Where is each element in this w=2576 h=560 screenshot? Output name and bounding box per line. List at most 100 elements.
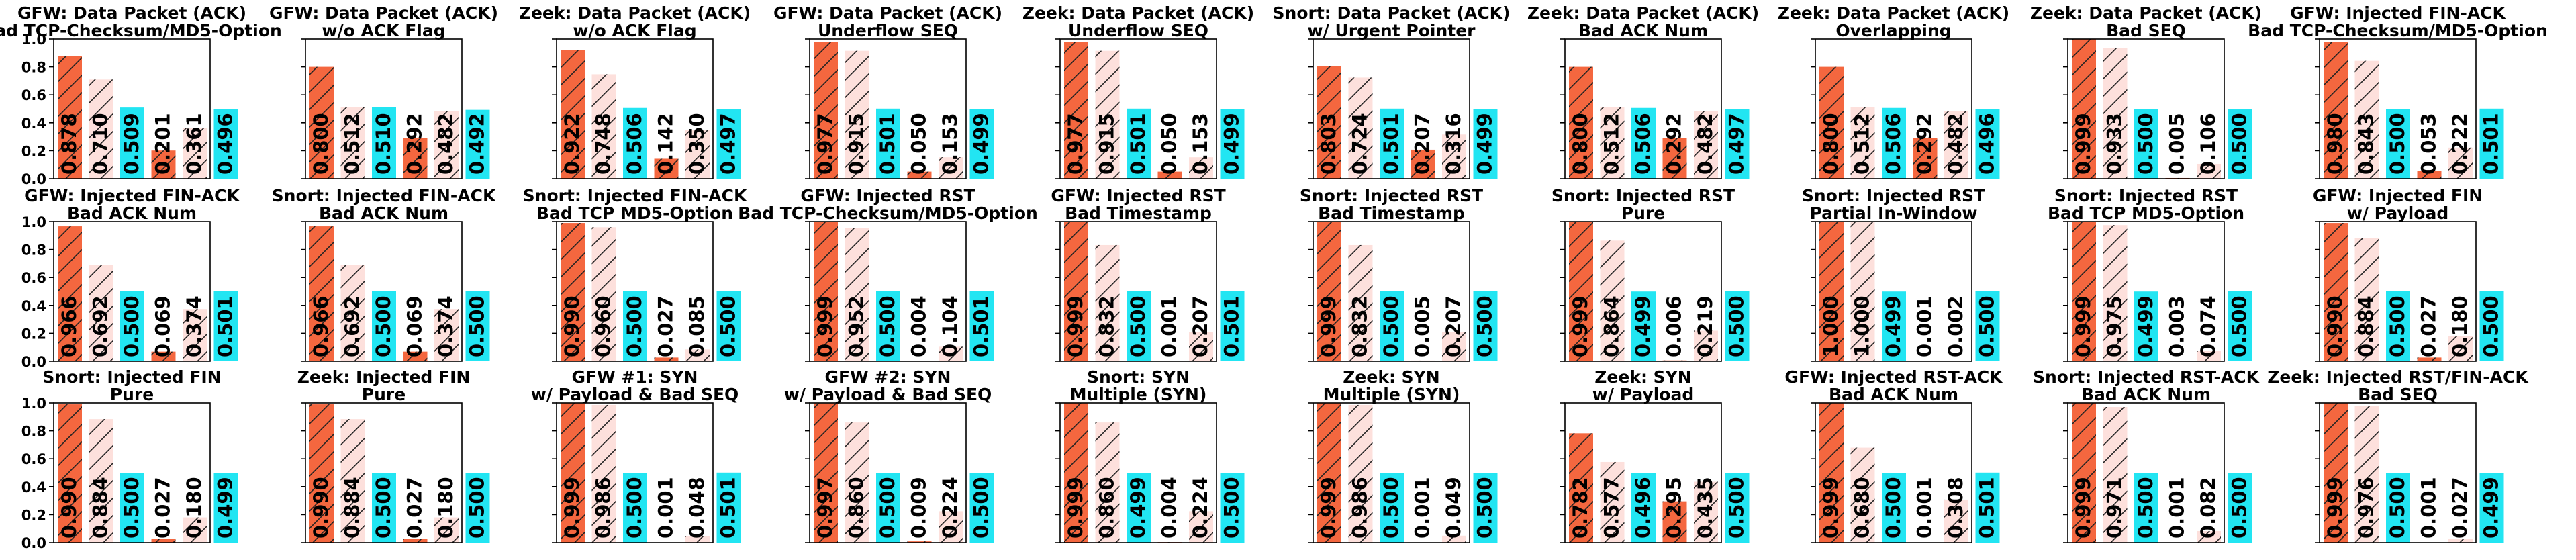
bar-hatch <box>403 539 428 543</box>
chart-subtitle: w/ Payload & Bad SEQ <box>531 385 739 404</box>
chart-panel: GFW: Data Packet (ACK)Underflow SEQ0.977… <box>773 3 1002 179</box>
chart-title: GFW: Injected FIN-ACK <box>24 186 240 205</box>
chart-subtitle: w/ Urgent Pointer <box>1308 21 1476 40</box>
bar-value-label: 0.800 <box>309 113 332 175</box>
bar-value-label: 0.001 <box>2418 477 2440 539</box>
chart-title: Snort: Injected RST <box>1802 186 1985 205</box>
chart-title: Snort: Data Packet (ACK) <box>1273 3 1511 23</box>
bar-value-label: 0.069 <box>403 295 426 357</box>
bar-value-label: 0.500 <box>2228 295 2251 357</box>
bar-value-label: 0.501 <box>2480 113 2503 175</box>
bar-value-label: 0.500 <box>372 477 395 539</box>
bar-value-label: 0.004 <box>908 295 931 357</box>
chart-title: Zeek: SYN <box>1594 367 1691 387</box>
bar-value-label: 0.999 <box>1064 295 1087 357</box>
chart-subtitle: Bad ACK Num <box>2081 385 2211 404</box>
chart-title: Snort: Injected RST <box>1300 186 1483 205</box>
bar-value-label: 0.986 <box>592 477 615 539</box>
bar-value-label: 0.800 <box>1819 113 1842 175</box>
bar-value-label: 0.680 <box>1851 477 1874 539</box>
bar-value-label: 0.977 <box>1064 113 1087 175</box>
bar-value-label: 0.027 <box>152 477 175 539</box>
bar-value-label: 0.884 <box>89 477 112 539</box>
bar-value-label: 0.864 <box>1601 295 1623 357</box>
bar-value-label: 0.966 <box>309 295 332 357</box>
bar-value-label: 0.496 <box>214 113 237 175</box>
bar-value-label: 0.053 <box>2418 113 2440 175</box>
bar-value-label: 0.361 <box>183 113 205 175</box>
bar-value-label: 0.999 <box>2072 477 2095 539</box>
y-tick-label: 0.2 <box>21 507 46 523</box>
bar-value-label: 0.500 <box>2228 477 2251 539</box>
bar-value-label: 0.500 <box>876 295 899 357</box>
bar-value-label: 0.499 <box>214 477 237 539</box>
bar-value-label: 0.500 <box>1474 295 1496 357</box>
y-tick-label: 0.8 <box>21 424 46 440</box>
bar-value-label: 0.350 <box>685 113 708 175</box>
chart-title: Zeek: Injected RST/FIN-ACK <box>2267 367 2529 387</box>
bar-value-label: 0.180 <box>434 477 457 539</box>
chart-subtitle: Bad ACK Num <box>1578 21 1708 40</box>
chart-title: GFW: Data Packet (ACK) <box>773 3 1002 23</box>
bar-value-label: 0.710 <box>89 113 112 175</box>
bar-value-label: 0.180 <box>2448 295 2471 357</box>
chart-subtitle: Bad ACK Num <box>1829 385 1958 404</box>
chart-subtitle: w/ Payload <box>2347 203 2449 223</box>
bar-value-label: 0.509 <box>120 113 143 175</box>
bar-value-label: 0.499 <box>1127 477 1149 539</box>
chart-panel: Zeek: Data Packet (ACK)w/o ACK Flag0.922… <box>519 3 751 179</box>
bar-value-label: 0.049 <box>1442 477 1465 539</box>
bar-value-label: 0.512 <box>1851 113 1874 175</box>
bar-value-label: 0.201 <box>152 113 175 175</box>
bar-value-label: 0.975 <box>2103 295 2126 357</box>
bar-value-label: 0.500 <box>1380 295 1402 357</box>
bar-value-label: 0.004 <box>1158 477 1181 539</box>
chart-title: GFW: Injected RST <box>800 186 975 205</box>
bar-value-label: 0.501 <box>717 477 740 539</box>
bar-value-label: 0.500 <box>1380 477 1402 539</box>
bar-value-label: 0.153 <box>939 113 961 175</box>
bar-value-label: 0.999 <box>2072 295 2095 357</box>
bar-value-label: 0.027 <box>2448 477 2471 539</box>
bar-value-label: 0.843 <box>2355 113 2378 175</box>
bar-value-label: 0.501 <box>1976 477 1999 539</box>
chart-subtitle: Overlapping <box>1835 21 1951 40</box>
chart-subtitle: Pure <box>110 385 154 404</box>
bar-value-label: 0.085 <box>685 295 708 357</box>
bar-value-label: 0.499 <box>1882 295 1905 357</box>
y-tick-label: 0.6 <box>21 270 46 286</box>
chart-title: Zeek: Injected FIN <box>297 367 471 387</box>
bar-value-label: 0.800 <box>1569 113 1592 175</box>
bar-value-label: 0.374 <box>183 295 205 357</box>
chart-subtitle: Bad ACK Num <box>319 203 448 223</box>
bar-value-label: 0.971 <box>2103 477 2126 539</box>
bar-hatch <box>2418 357 2442 361</box>
bar-value-label: 1.000 <box>1819 295 1842 357</box>
chart-title: Snort: Injected RST <box>1552 186 1735 205</box>
bar-value-label: 0.009 <box>908 477 931 539</box>
bar-value-label: 0.500 <box>623 477 646 539</box>
bar-value-label: 0.435 <box>1694 477 1717 539</box>
bar-value-label: 0.884 <box>341 477 364 539</box>
chart-title: GFW #2: SYN <box>825 367 951 387</box>
bar-value-label: 0.295 <box>1663 477 1686 539</box>
y-tick-label: 0.2 <box>21 326 46 342</box>
y-tick-label: 0.6 <box>21 451 46 467</box>
y-tick-label: 0.0 <box>21 171 46 187</box>
chart-title: Zeek: SYN <box>1343 367 1439 387</box>
bar-value-label: 0.499 <box>1631 295 1654 357</box>
bar-value-label: 0.510 <box>372 113 395 175</box>
bar-value-label: 0.496 <box>1631 477 1654 539</box>
chart-title: Zeek: Data Packet (ACK) <box>519 3 751 23</box>
bar-value-label: 0.074 <box>2197 295 2220 357</box>
bar-value-label: 0.501 <box>1380 113 1402 175</box>
